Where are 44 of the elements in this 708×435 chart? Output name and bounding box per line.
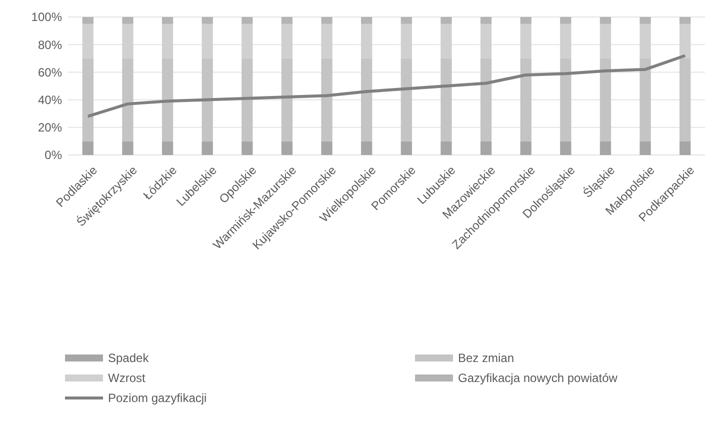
bar bbox=[680, 17, 691, 24]
bar bbox=[82, 17, 94, 24]
bar bbox=[520, 17, 532, 24]
bar bbox=[361, 17, 372, 24]
bar bbox=[242, 17, 253, 24]
y-tick-label: 20% bbox=[38, 120, 62, 135]
bar bbox=[400, 17, 412, 24]
bar bbox=[321, 141, 332, 155]
bar bbox=[162, 17, 174, 24]
bar bbox=[640, 17, 651, 24]
bar bbox=[560, 141, 572, 155]
bar bbox=[122, 17, 134, 24]
bar bbox=[162, 141, 174, 155]
y-tick-label: 80% bbox=[38, 38, 62, 52]
bar bbox=[600, 141, 612, 155]
y-tick-label: 0% bbox=[44, 148, 62, 162]
bar bbox=[242, 141, 253, 155]
y-tick-label: 100% bbox=[31, 10, 62, 24]
bar bbox=[520, 141, 532, 155]
bar bbox=[400, 141, 412, 155]
bar bbox=[680, 141, 691, 155]
bar bbox=[321, 17, 332, 24]
legend-label: Poziom gazyfikacji bbox=[108, 391, 207, 406]
bar bbox=[281, 141, 293, 155]
y-tick-label: 40% bbox=[38, 93, 62, 107]
bar bbox=[202, 141, 213, 155]
legend-label: Spadek bbox=[108, 351, 150, 366]
bar bbox=[440, 17, 452, 24]
bar bbox=[440, 141, 452, 155]
bar bbox=[480, 141, 492, 155]
bar bbox=[82, 141, 94, 155]
bar bbox=[361, 141, 372, 155]
legend-label: Wzrost bbox=[108, 371, 146, 386]
bar bbox=[281, 17, 293, 24]
legend-label: Gazyfikacja nowych powiatów bbox=[458, 371, 618, 386]
legend-label: Bez zmian bbox=[458, 351, 514, 366]
bar bbox=[122, 141, 134, 155]
bar bbox=[560, 17, 572, 24]
bar bbox=[480, 17, 492, 24]
bar bbox=[202, 17, 213, 24]
bar bbox=[640, 141, 651, 155]
y-tick-label: 60% bbox=[38, 65, 62, 80]
bar bbox=[600, 17, 612, 24]
line-series bbox=[86, 54, 687, 118]
